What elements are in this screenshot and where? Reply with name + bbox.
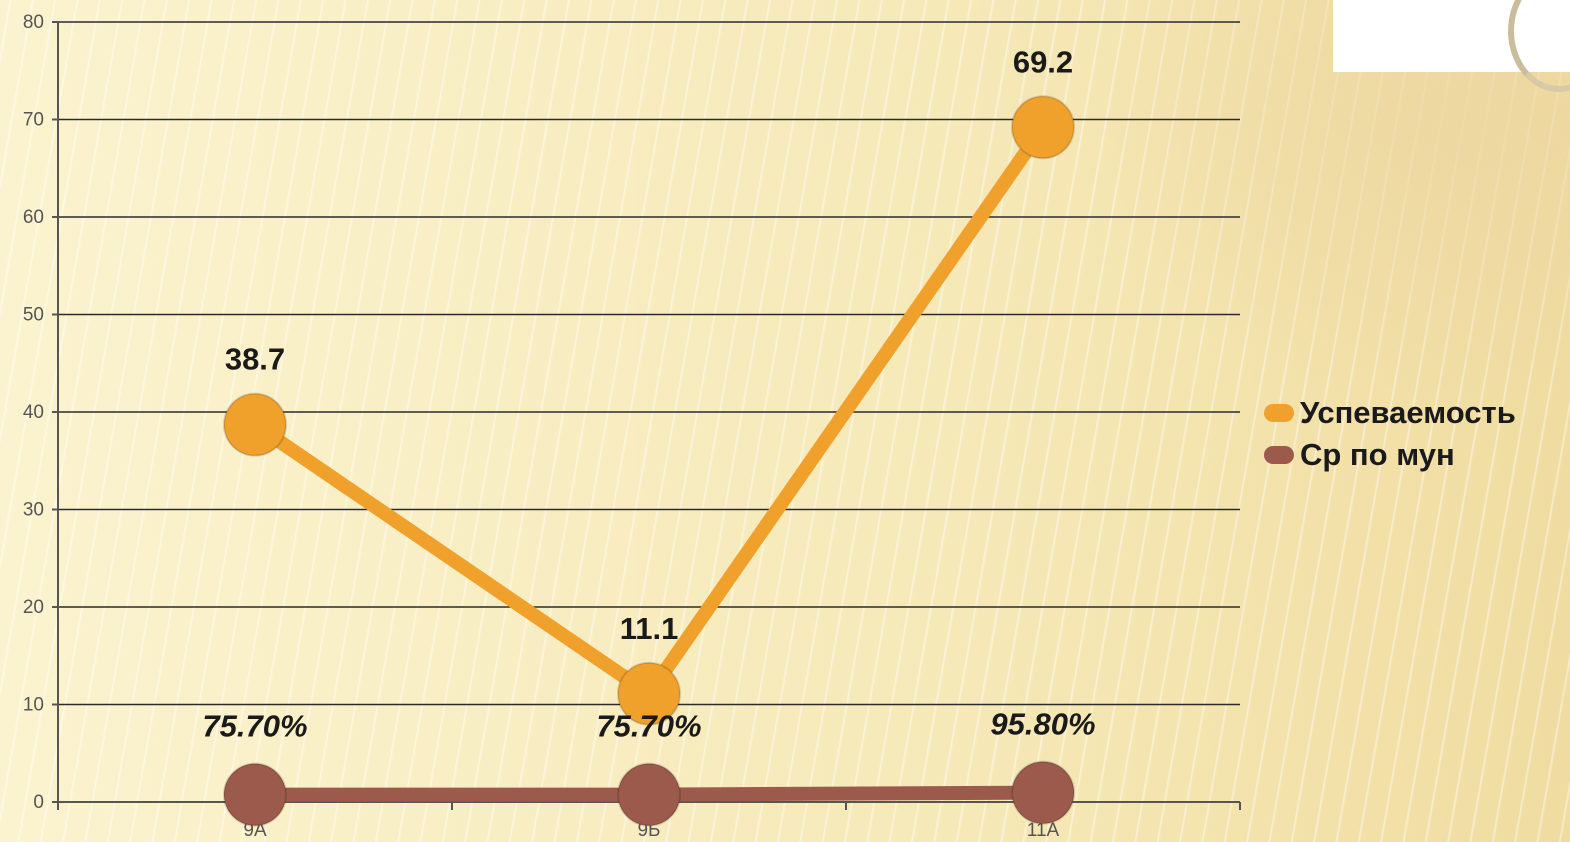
legend-swatch-uspevaemost [1264, 404, 1294, 422]
data-label-uspevaemost: 38.7 [225, 342, 285, 377]
y-tick-label: 10 [23, 695, 44, 716]
legend-swatch-sr-po-mun [1264, 446, 1294, 464]
data-point-sr-po-mun [223, 762, 287, 827]
data-point-uspevaemost [223, 392, 287, 457]
data-label-sr-po-mun: 95.80% [990, 707, 1095, 742]
x-tick-label: 9А [243, 820, 267, 841]
data-point-uspevaemost [1011, 95, 1075, 160]
x-tick-label: 9Б [637, 820, 660, 841]
y-tick-label: 60 [23, 207, 44, 228]
y-tick-label: 20 [23, 597, 44, 618]
y-tick-label: 30 [23, 500, 44, 521]
y-tick-label: 70 [23, 110, 44, 131]
data-label-sr-po-mun: 75.70% [596, 709, 701, 744]
y-tick-label: 0 [33, 792, 44, 813]
data-label-sr-po-mun: 75.70% [202, 709, 307, 744]
series-line-uspevaemost [248, 120, 1050, 701]
data-point-sr-po-mun [617, 762, 681, 827]
legend-label-sr-po-mun: Ср по мун [1300, 437, 1455, 472]
legend-item-uspevaemost[interactable]: Успеваемость [1264, 392, 1516, 434]
y-tick-label: 40 [23, 402, 44, 423]
data-point-uspevaemost [617, 661, 681, 726]
data-label-uspevaemost: 69.2 [1013, 44, 1073, 79]
y-tick-label: 50 [23, 305, 44, 326]
legend-label-uspevaemost: Успеваемость [1300, 395, 1516, 430]
x-tick-label: 11А [1027, 820, 1060, 841]
y-tick-label: 80 [23, 12, 44, 33]
legend-item-sr-po-mun[interactable]: Ср по мун [1264, 434, 1516, 476]
legend: Успеваемость Ср по мун [1264, 392, 1516, 476]
data-point-sr-po-mun [1011, 760, 1075, 825]
data-label-uspevaemost: 11.1 [620, 611, 679, 646]
